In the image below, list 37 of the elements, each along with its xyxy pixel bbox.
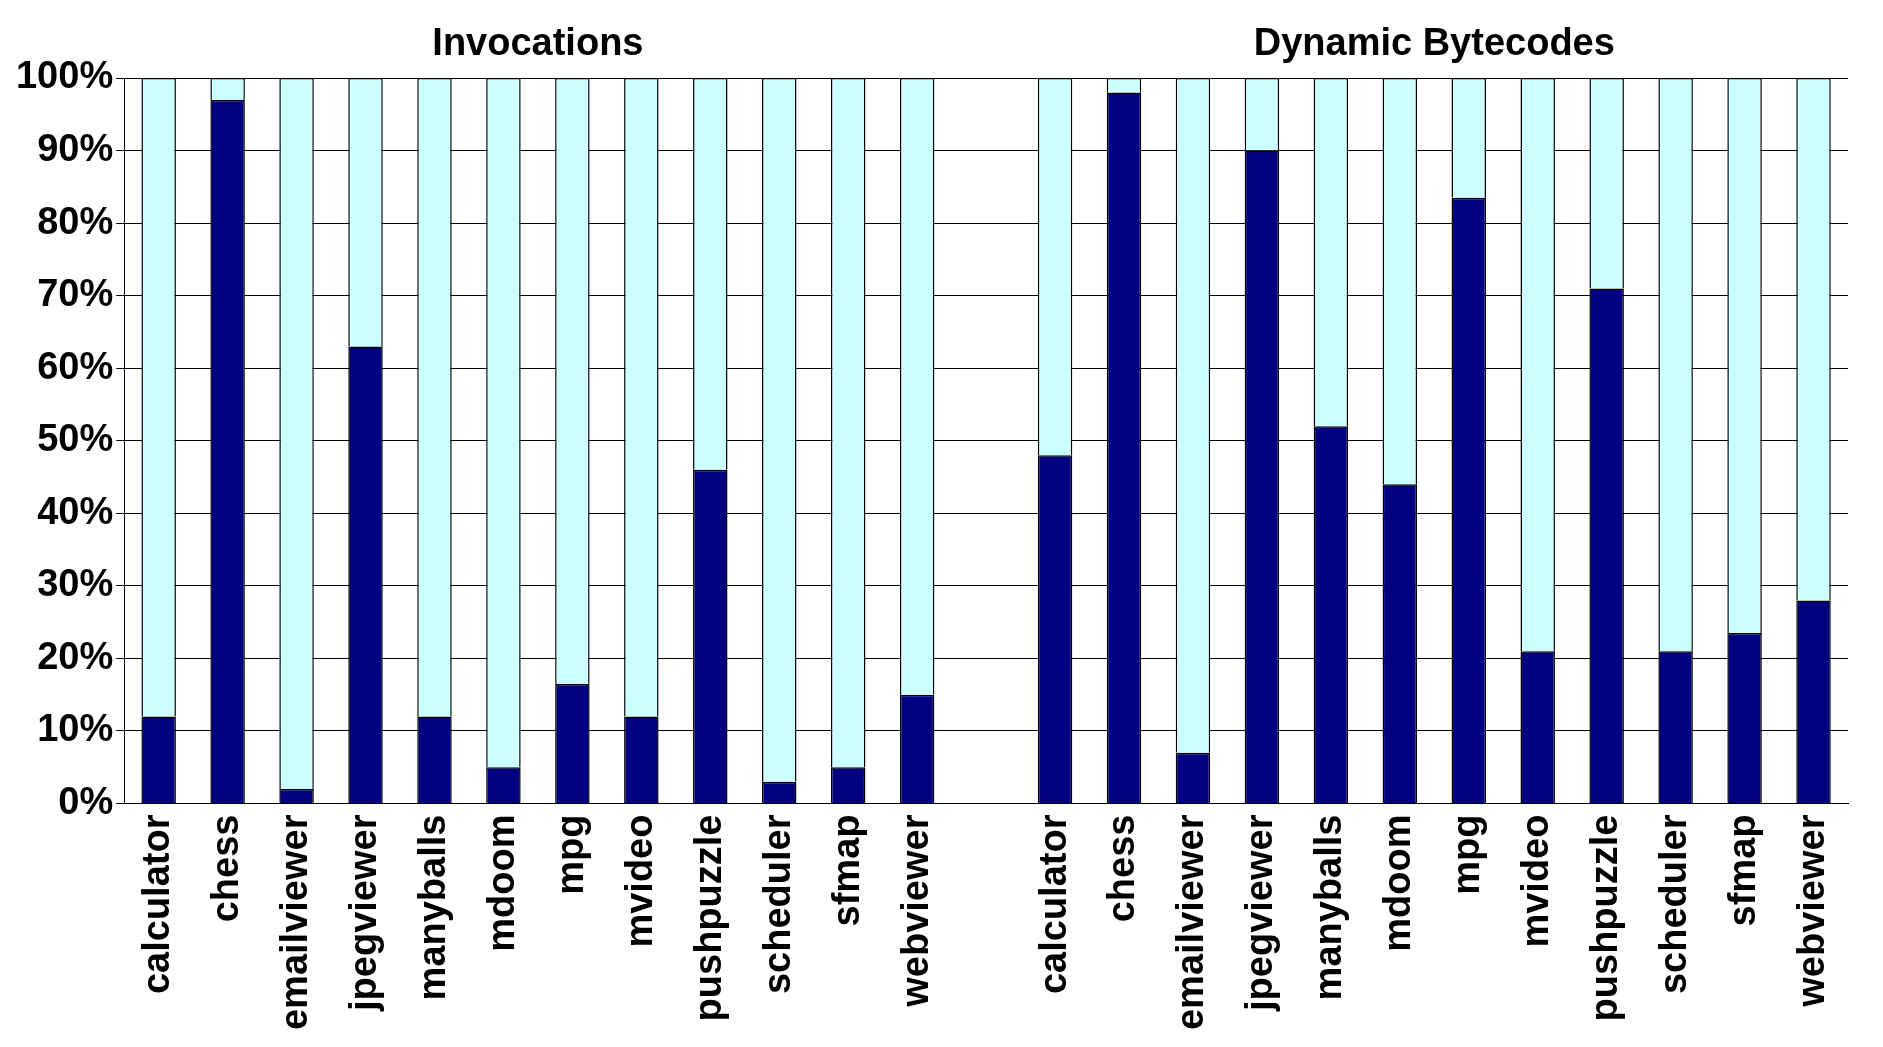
x-tick-label: mpg: [548, 814, 591, 895]
x-tick-label: manyballs: [1307, 814, 1350, 1001]
x-tick-label: mdoom: [1376, 814, 1419, 952]
x-tick-label: mvideo: [617, 814, 660, 948]
x-tick-label: jpegviewer: [342, 814, 385, 1012]
x-tick-label: sfmap: [824, 814, 867, 927]
x-tick-label: emailviewer: [1169, 814, 1212, 1031]
x-tick-label: webviewer: [1790, 814, 1833, 1008]
x-tick-label: mpg: [1445, 814, 1488, 895]
y-tick-label: 20%: [37, 634, 114, 677]
text: Invocations: [432, 21, 644, 64]
x-tick-label: chess: [1100, 814, 1143, 923]
x-tick-label: mdoom: [479, 814, 522, 952]
x-tick-label: calculator: [1031, 814, 1074, 995]
y-tick-label: 50%: [37, 417, 114, 460]
x-tick-label: manyballs: [410, 814, 453, 1001]
y-tick-label: 0%: [58, 780, 114, 823]
x-tick-label: mvideo: [1514, 814, 1557, 948]
x-tick-label: pushpuzzle: [686, 814, 729, 1022]
x-tick-label: scheduler: [755, 814, 798, 995]
y-tick-label: 10%: [37, 707, 114, 750]
x-tick-label: webviewer: [893, 814, 936, 1008]
y-tick-label: 60%: [37, 344, 114, 387]
x-tick-label: sfmap: [1721, 814, 1764, 927]
y-tick-label: 90%: [37, 127, 114, 170]
x-tick-label: scheduler: [1652, 814, 1695, 995]
text: Dynamic Bytecodes: [1253, 21, 1615, 64]
x-tick-label: jpegviewer: [1238, 814, 1281, 1012]
x-tick-label: calculator: [135, 814, 178, 995]
x-tick-label: pushpuzzle: [1583, 814, 1626, 1022]
y-tick-label: 80%: [37, 199, 114, 242]
y-tick-label: 70%: [37, 272, 114, 315]
x-tick-label: emailviewer: [273, 814, 316, 1031]
x-tick-label: chess: [204, 814, 247, 923]
y-tick-label: 40%: [37, 489, 114, 532]
y-tick-label: 30%: [37, 562, 114, 605]
y-tick-label: 100%: [15, 54, 114, 97]
